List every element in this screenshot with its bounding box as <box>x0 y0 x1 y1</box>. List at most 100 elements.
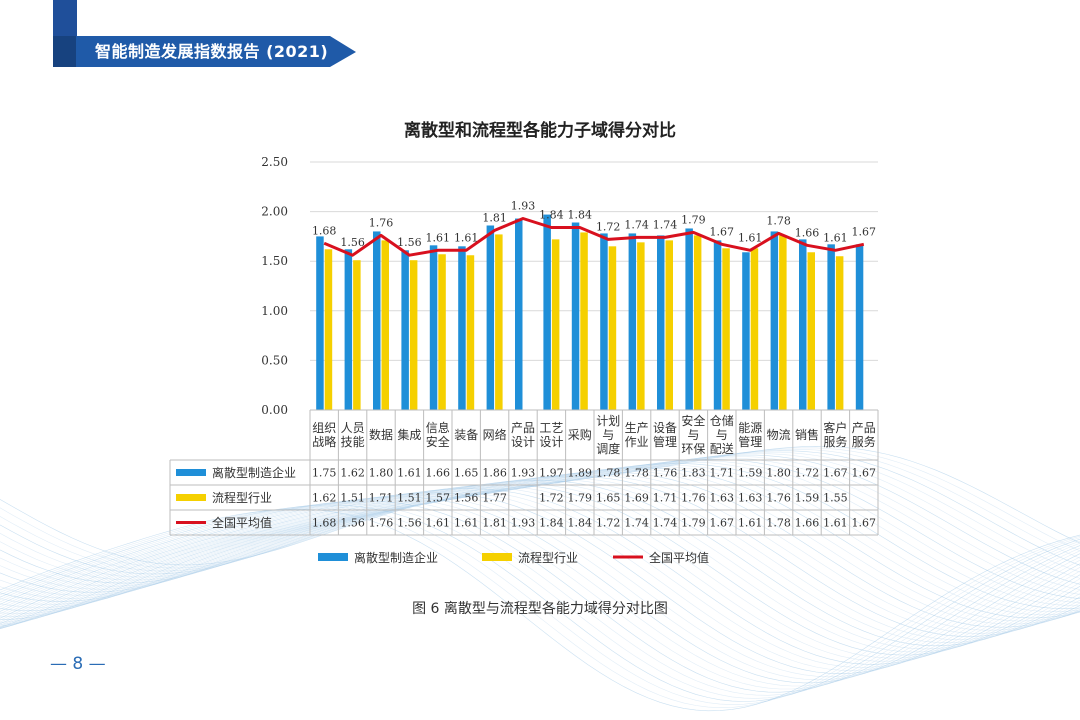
category-label: 工艺 <box>539 421 563 435</box>
wave-line <box>0 499 1080 690</box>
bar-process <box>324 249 333 410</box>
table-value: 1.97 <box>539 467 564 480</box>
bar-discrete <box>316 236 324 410</box>
bar-process <box>637 242 645 410</box>
figure-caption: 图 6 离散型与流程型各能力域得分对比图 <box>412 601 668 617</box>
table-value: 1.55 <box>823 492 848 505</box>
category-label: 物流 <box>767 428 791 442</box>
wave-line <box>0 485 1080 659</box>
category-label: 管理 <box>653 434 677 449</box>
row-legend-key <box>176 494 206 501</box>
category-label: 设备 <box>653 421 677 435</box>
wave-line <box>0 475 1080 637</box>
bar-discrete <box>543 214 551 410</box>
avg-data-label: 1.78 <box>766 214 791 227</box>
table-value: 1.86 <box>482 467 507 480</box>
wave-background <box>0 445 1080 712</box>
line-national-average <box>323 217 865 257</box>
avg-data-label: 1.67 <box>710 225 735 238</box>
y-tick-label: 1.00 <box>261 304 288 318</box>
category-label: 与 <box>716 428 728 442</box>
legend-label: 离散型制造企业 <box>354 550 438 565</box>
table-value: 1.72 <box>596 517 621 530</box>
table-value: 1.68 <box>312 517 337 530</box>
bar-discrete <box>713 240 722 410</box>
avg-data-label: 1.76 <box>369 216 394 229</box>
bar-process <box>835 256 844 410</box>
category-label: 产品 <box>852 421 876 435</box>
bar-discrete <box>685 228 693 410</box>
category-label: 配送 <box>710 441 734 456</box>
wave-line <box>0 486 1080 662</box>
avg-data-label: 1.74 <box>624 218 649 231</box>
category-label: 计划 <box>596 414 620 428</box>
table-value: 1.67 <box>710 517 735 530</box>
bar-process <box>722 248 730 410</box>
table-value: 1.67 <box>852 467 877 480</box>
table-value: 1.78 <box>766 517 791 530</box>
legend-key <box>318 553 348 561</box>
y-tick-label: 1.50 <box>261 254 288 268</box>
report-title: 智能制造发展指数报告 (2021) <box>95 42 329 61</box>
category-label: 设计 <box>511 435 535 449</box>
y-tick-label: 0.00 <box>261 403 288 417</box>
wave-line <box>0 497 1080 687</box>
bar-discrete <box>799 239 807 410</box>
table-value: 1.71 <box>369 492 394 505</box>
wave-line <box>0 492 1080 675</box>
bar-process <box>807 252 815 410</box>
bar-process <box>438 254 446 410</box>
avg-data-label: 1.84 <box>568 208 593 221</box>
table-value: 1.93 <box>511 467 536 480</box>
avg-data-label: 1.68 <box>312 224 337 237</box>
category-label: 客户 <box>823 420 847 435</box>
wave-line <box>0 507 1080 709</box>
wave-line <box>0 482 1080 653</box>
category-label: 信息 <box>426 420 450 435</box>
table-value: 1.72 <box>539 492 564 505</box>
bar-process <box>381 240 389 410</box>
bar-discrete <box>458 246 466 410</box>
table-value: 1.79 <box>568 492 593 505</box>
table-value: 1.93 <box>511 517 536 530</box>
y-tick-label: 0.50 <box>261 353 288 367</box>
bar-discrete <box>515 218 523 410</box>
table-value: 1.80 <box>369 467 394 480</box>
bar-process <box>409 260 418 410</box>
table-value: 1.83 <box>681 467 706 480</box>
bar-process <box>580 232 588 410</box>
table-value: 1.63 <box>710 492 735 505</box>
table-value: 1.61 <box>823 517 848 530</box>
bar-discrete <box>401 250 409 410</box>
bar-process <box>495 234 503 410</box>
bar-discrete <box>429 245 438 410</box>
table-value: 1.74 <box>624 517 649 530</box>
category-label: 调度 <box>596 441 620 456</box>
table-value: 1.61 <box>738 517 763 530</box>
table-value: 1.89 <box>568 467 593 480</box>
wave-line <box>0 484 1080 656</box>
wave-line <box>0 500 1080 693</box>
table-value: 1.57 <box>426 492 451 505</box>
table-value: 1.79 <box>681 517 706 530</box>
table-value: 1.76 <box>681 492 706 505</box>
bar-process <box>750 248 759 410</box>
row-series-name: 全国平均值 <box>212 515 272 530</box>
table-value: 1.56 <box>340 517 365 530</box>
table-value: 1.65 <box>454 467 479 480</box>
y-tick-label: 2.50 <box>261 155 288 169</box>
wave-line <box>0 496 1080 684</box>
category-label: 安全 <box>426 434 450 449</box>
table-value: 1.71 <box>710 467 735 480</box>
row-series-name: 离散型制造企业 <box>212 465 296 480</box>
wave-line <box>0 464 1080 613</box>
bar-process <box>693 235 702 410</box>
category-label: 数据 <box>369 427 393 442</box>
wave-line <box>0 493 1080 678</box>
table-value: 1.61 <box>454 517 479 530</box>
bar-discrete <box>600 233 608 410</box>
category-label: 组织 <box>312 421 336 435</box>
table-value: 1.62 <box>312 492 337 505</box>
bar-discrete <box>827 244 835 410</box>
wave-line <box>0 504 1080 702</box>
